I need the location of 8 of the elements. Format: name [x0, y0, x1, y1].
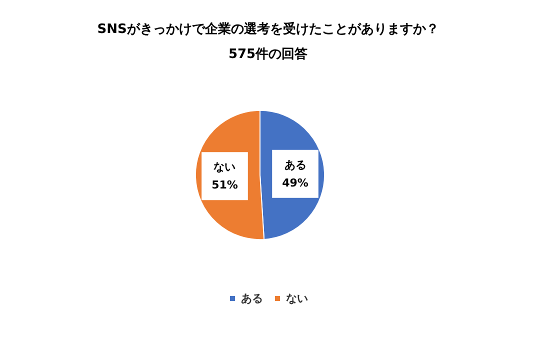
- chart-title: SNSがきっかけで企業の選考を受けたことがありますか？: [97, 21, 439, 37]
- legend-label: ある: [241, 292, 263, 305]
- data-label: 49%: [282, 176, 308, 190]
- legend-label: ない: [286, 292, 308, 305]
- data-label: 51%: [212, 178, 238, 192]
- chart-subtitle: 575件の回答: [228, 47, 308, 62]
- slice-label: ある: [284, 158, 306, 172]
- slice-label: ない: [214, 160, 236, 174]
